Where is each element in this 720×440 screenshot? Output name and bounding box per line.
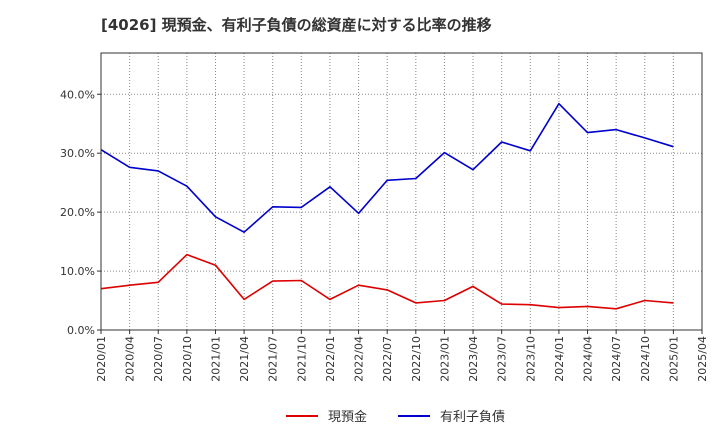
grid-lines: [101, 53, 702, 330]
x-tick-label: 2022/07: [381, 336, 394, 382]
y-tick-label: 20.0%: [60, 206, 95, 219]
x-tick-label: 2024/04: [582, 336, 595, 382]
y-tick-label: 40.0%: [60, 88, 95, 101]
x-axis-ticks: 2020/01 2020/04 2020/07 2020/10 2021/01 2021/…: [95, 330, 709, 382]
y-tick-label: 0.0%: [67, 324, 95, 337]
x-tick-label: 2023/07: [496, 336, 509, 382]
chart-title: [4026] 現預金、有利子負債の総資産に対する比率の推移: [101, 16, 492, 34]
x-tick-label: 2023/04: [467, 336, 480, 382]
x-tick-label: 2020/01: [95, 336, 108, 382]
x-tick-label: 2021/10: [295, 336, 308, 382]
x-tick-label: 2021/07: [267, 336, 280, 382]
x-tick-label: 2022/04: [353, 336, 366, 382]
x-tick-label: 2023/10: [524, 336, 537, 382]
x-tick-label: 2020/10: [181, 336, 194, 382]
x-tick-label: 2024/07: [610, 336, 623, 382]
x-tick-label: 2023/01: [438, 336, 451, 382]
x-tick-label: 2025/01: [667, 336, 680, 382]
x-tick-label: 2025/04: [696, 336, 709, 382]
y-tick-label: 10.0%: [60, 265, 95, 278]
x-tick-label: 2021/04: [238, 336, 251, 382]
x-tick-label: 2024/01: [553, 336, 566, 382]
series-line-0: [100, 253, 674, 310]
x-tick-label: 2022/01: [324, 336, 337, 382]
x-tick-label: 2024/10: [639, 336, 652, 382]
x-tick-label: 2020/04: [124, 336, 137, 382]
y-tick-label: 30.0%: [60, 147, 95, 160]
x-tick-label: 2021/01: [209, 336, 222, 382]
x-tick-label: 2022/10: [410, 336, 423, 382]
series-line-1: [100, 102, 674, 233]
x-tick-label: 2020/07: [152, 336, 165, 382]
plot-frame: [100, 52, 703, 331]
series-lines: [100, 102, 674, 310]
legend: 現預金 有利子負債: [286, 409, 505, 425]
legend-label: 現預金: [328, 409, 367, 425]
y-axis-ticks: 0.0% 10.0% 20.0% 30.0% 40.0%: [60, 88, 101, 337]
legend-label: 有利子負債: [440, 410, 505, 425]
